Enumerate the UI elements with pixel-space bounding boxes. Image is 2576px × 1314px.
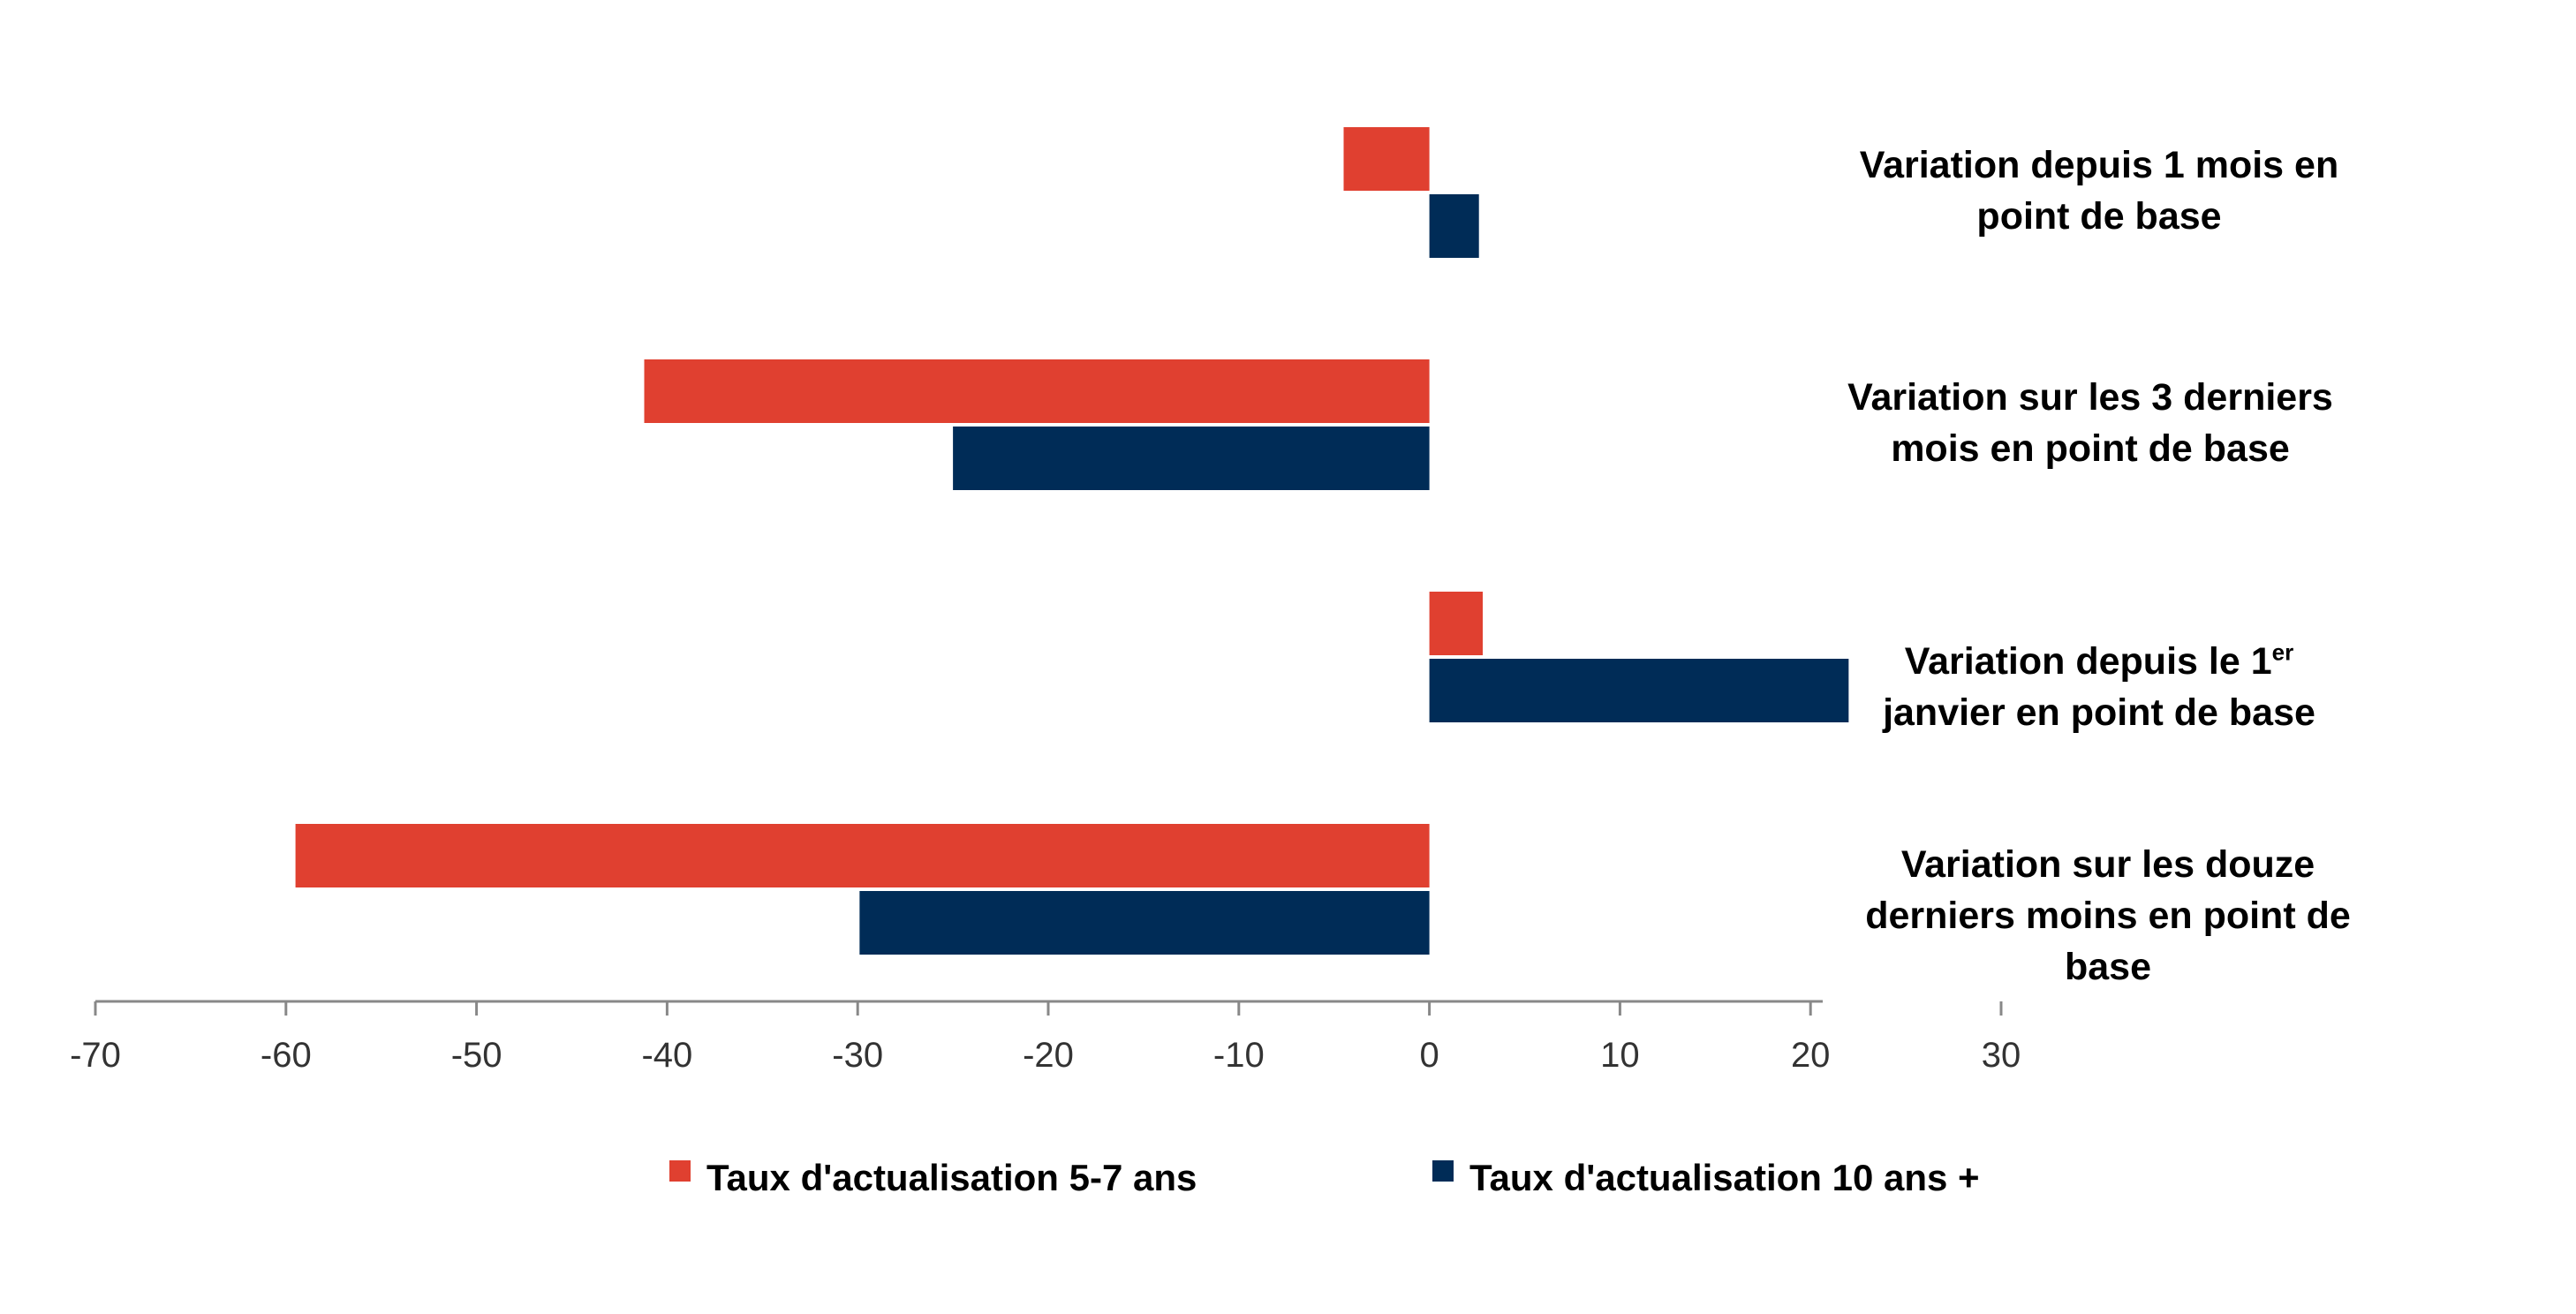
category-label-line: Variation depuis le 1 bbox=[1904, 640, 2272, 683]
legend-swatch-navy bbox=[1432, 1160, 1454, 1182]
category-label-12-months: Variation sur les douze derniers moins e… bbox=[1834, 839, 2382, 993]
x-tick-label: 0 bbox=[1419, 1036, 1439, 1075]
legend-swatch-red bbox=[669, 1160, 691, 1182]
category-label-line: Variation sur les 3 derniers bbox=[1847, 376, 2333, 419]
bar-series-1-category-4 bbox=[295, 824, 1430, 887]
category-label-line: derniers moins en point de bbox=[1865, 895, 2351, 937]
superscript-er: er bbox=[2271, 638, 2294, 666]
category-label-since-january: Variation depuis le 1er janvier en point… bbox=[1825, 636, 2373, 738]
bar-series-1-category-3 bbox=[1429, 592, 1484, 655]
bar-series-2-category-4 bbox=[859, 891, 1430, 955]
category-label-line: Variation sur les douze bbox=[1900, 843, 2315, 886]
x-tick-label: -50 bbox=[451, 1036, 502, 1075]
category-label-line: Variation depuis 1 mois en bbox=[1859, 144, 2339, 186]
x-tick-label: -60 bbox=[261, 1036, 312, 1075]
category-label-line: mois en point de base bbox=[1891, 427, 2290, 470]
bar-series-2-category-1 bbox=[1429, 194, 1479, 258]
category-label-line: point de base bbox=[1976, 195, 2222, 238]
bar-series-1-category-1 bbox=[1343, 127, 1430, 191]
bar-series-2-category-2 bbox=[953, 427, 1430, 490]
x-tick-label: -30 bbox=[832, 1036, 883, 1075]
category-label-3-months: Variation sur les 3 derniers mois en poi… bbox=[1817, 372, 2364, 474]
x-tick-label: -40 bbox=[641, 1036, 692, 1075]
x-tick-label: 10 bbox=[1600, 1036, 1640, 1075]
legend-item-10-years-plus: Taux d'actualisation 10 ans + bbox=[1432, 1153, 1980, 1203]
x-tick-label: -20 bbox=[1023, 1036, 1074, 1075]
x-tick-label: -70 bbox=[70, 1036, 121, 1075]
bars-group bbox=[295, 127, 1849, 955]
x-tick-label: 30 bbox=[1982, 1036, 2021, 1075]
x-tick-label: -10 bbox=[1213, 1036, 1265, 1075]
x-tick-label: 20 bbox=[1791, 1036, 1831, 1075]
category-label-line: janvier en point de base bbox=[1883, 691, 2315, 734]
category-label-line: base bbox=[2064, 946, 2151, 988]
legend-label: Taux d'actualisation 10 ans + bbox=[1469, 1157, 1980, 1198]
legend-item-5-7-years: Taux d'actualisation 5-7 ans bbox=[669, 1153, 1197, 1203]
bar-series-2-category-3 bbox=[1429, 659, 1849, 722]
x-axis-ticks: -70 -60 -50 -40 -30 -20 -10 0 10 20 30 bbox=[70, 1001, 2021, 1075]
legend-label: Taux d'actualisation 5-7 ans bbox=[706, 1157, 1197, 1198]
bar-series-1-category-2 bbox=[644, 359, 1430, 423]
category-label-1-month: Variation depuis 1 mois en point de base bbox=[1825, 140, 2373, 242]
